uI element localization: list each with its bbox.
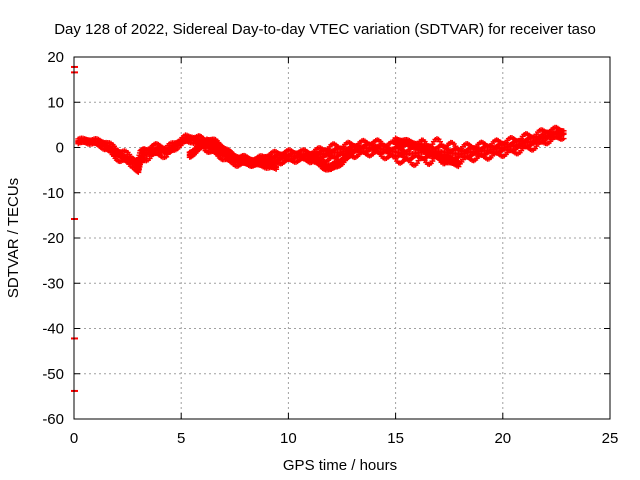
y-tick-label: -60 xyxy=(42,411,64,428)
x-tick-labels: 0 5 10 15 20 25 xyxy=(70,430,619,447)
x-tick-label: 0 xyxy=(70,430,78,447)
chart-title: Day 128 of 2022, Sidereal Day-to-day VTE… xyxy=(54,21,596,38)
x-tick-label: 10 xyxy=(280,430,297,447)
y-axis-label: SDTVAR / TECUs xyxy=(5,178,22,298)
y-tick-labels: 20 10 0 -10 -20 -30 -40 -50 -60 xyxy=(42,49,64,428)
data-point xyxy=(437,139,444,145)
y-tick-label: -50 xyxy=(42,366,64,383)
x-axis-label: GPS time / hours xyxy=(283,457,397,474)
x-tick-label: 5 xyxy=(177,430,185,447)
data-point xyxy=(348,147,355,153)
ticks xyxy=(73,56,611,420)
data-point xyxy=(273,161,280,167)
y-tick-label: -40 xyxy=(42,321,64,338)
x-tick-label: 20 xyxy=(494,430,511,447)
y-tick-label: -20 xyxy=(42,230,64,247)
data-points xyxy=(71,65,567,392)
data-point xyxy=(414,160,421,166)
y-tick-label: 20 xyxy=(47,49,64,66)
x-tick-label: 25 xyxy=(602,430,619,447)
x-tick-label: 15 xyxy=(387,430,404,447)
y-tick-label: -10 xyxy=(42,185,64,202)
y-tick-label: 10 xyxy=(47,94,64,111)
data-point xyxy=(429,141,436,147)
y-tick-label: -30 xyxy=(42,275,64,292)
grid xyxy=(74,57,610,419)
data-point xyxy=(560,136,567,142)
data-point xyxy=(429,158,436,164)
data-point xyxy=(560,128,567,134)
y-tick-label: 0 xyxy=(56,140,64,157)
data-point xyxy=(455,159,462,165)
